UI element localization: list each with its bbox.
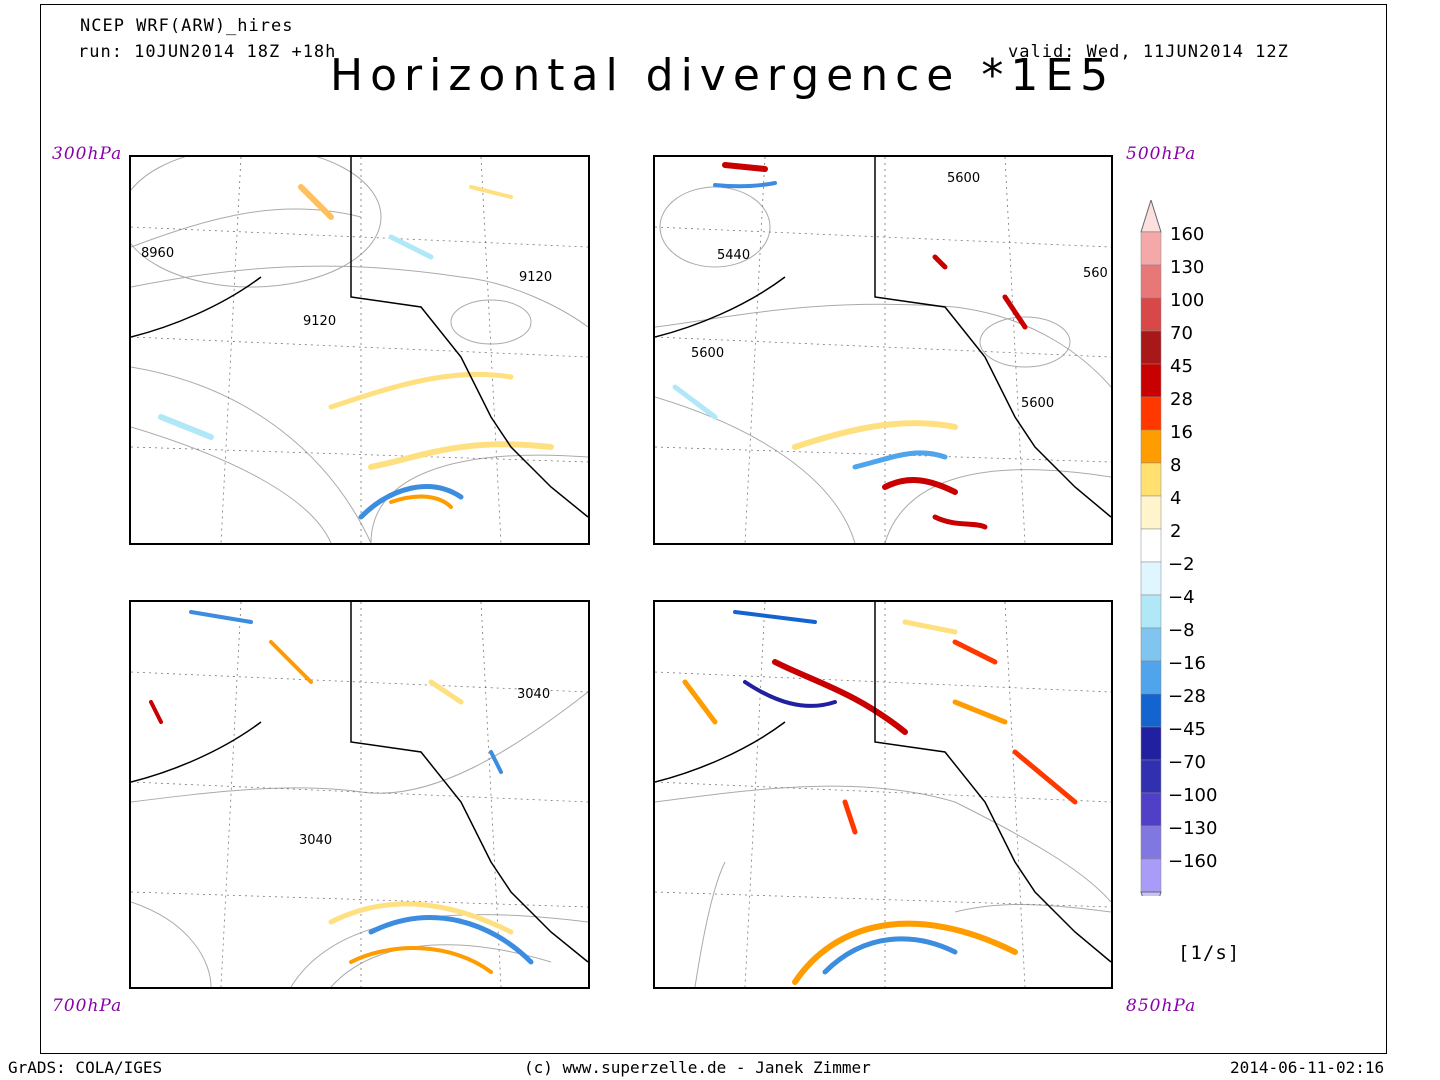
colorbar-swatch [1140, 660, 1162, 695]
model-name: NCEP WRF(ARW)_hires [80, 16, 294, 36]
footer-credit: (c) www.superzelle.de - Janek Zimmer [524, 1058, 871, 1077]
colorbar-tick-label: −130 [1168, 818, 1218, 839]
contour-label: 5600 [691, 346, 724, 361]
colorbar-swatch [1140, 858, 1162, 893]
colorbar-bottom-tip [1140, 891, 1162, 896]
contour-label: 3040 [299, 833, 332, 848]
map-850hpa [655, 602, 1111, 987]
colorbar-swatch [1140, 759, 1162, 794]
colorbar-tick-label: −160 [1168, 851, 1218, 872]
colorbar-tick-label: 2 [1170, 521, 1182, 542]
colorbar-swatch [1140, 396, 1162, 431]
colorbar-swatch [1140, 231, 1162, 266]
colorbar-tick-label: −45 [1168, 719, 1206, 740]
colorbar-tick-label: −16 [1168, 653, 1206, 674]
contour-label: 5440 [717, 248, 750, 263]
valid-time: valid: Wed, 11JUN2014 12Z [1008, 42, 1289, 62]
colorbar-tick-label: 16 [1170, 422, 1193, 443]
colorbar-swatch [1140, 594, 1162, 629]
colorbar-swatch [1140, 462, 1162, 497]
map-panel-700hpa: 3040 3040 [129, 600, 590, 989]
footer-timestamp: 2014-06-11-02:16 [1230, 1058, 1385, 1077]
colorbar-swatch [1140, 561, 1162, 596]
colorbar-swatch [1140, 528, 1162, 563]
colorbar-tick-label: −8 [1168, 620, 1195, 641]
map-300hpa: 8960 9120 9120 [131, 157, 588, 543]
colorbar [1140, 200, 1162, 896]
contour-label: 3040 [517, 687, 550, 702]
colorbar-swatch [1140, 429, 1162, 464]
level-label-700: 700hPa [52, 996, 123, 1016]
colorbar-tick-label: 160 [1170, 224, 1205, 245]
colorbar-tick-label: −4 [1168, 587, 1195, 608]
colorbar-tick-label: 130 [1170, 257, 1205, 278]
colorbar-tick-label: −100 [1168, 785, 1218, 806]
colorbar-tick-label: 4 [1170, 488, 1182, 509]
footer-software: GrADS: COLA/IGES [8, 1058, 163, 1077]
colorbar-tick-label: −70 [1168, 752, 1206, 773]
colorbar-tick-label: 100 [1170, 290, 1205, 311]
colorbar-tick-label: 70 [1170, 323, 1193, 344]
colorbar-swatch [1140, 825, 1162, 860]
colorbar-swatch [1140, 297, 1162, 332]
level-label-300: 300hPa [52, 144, 123, 164]
colorbar-units: [1/s] [1178, 942, 1241, 964]
colorbar-swatch [1140, 627, 1162, 662]
colorbar-top-tip [1140, 200, 1162, 233]
run-info: run: 10JUN2014 18Z +18h [78, 42, 337, 62]
colorbar-swatch [1140, 693, 1162, 728]
contour-label: 5600 [1021, 396, 1054, 411]
colorbar-swatch [1140, 363, 1162, 398]
colorbar-tick-label: −2 [1168, 554, 1195, 575]
colorbar-swatch [1140, 726, 1162, 761]
map-700hpa: 3040 3040 [131, 602, 588, 987]
map-panel-850hpa [653, 600, 1113, 989]
contour-label: 9120 [519, 270, 552, 285]
colorbar-swatch [1140, 330, 1162, 365]
colorbar-swatch [1140, 264, 1162, 299]
contour-label: 560 [1083, 266, 1108, 281]
map-panel-300hpa: 8960 9120 9120 [129, 155, 590, 545]
plot-title: Horizontal divergence *1E5 [330, 50, 1116, 101]
contour-label: 9120 [303, 314, 336, 329]
map-panel-500hpa: 5600 5440 560 5600 5600 [653, 155, 1113, 545]
level-label-500: 500hPa [1126, 144, 1197, 164]
colorbar-tick-label: 8 [1170, 455, 1182, 476]
map-500hpa: 5600 5440 560 5600 5600 [655, 157, 1111, 543]
colorbar-swatch [1140, 495, 1162, 530]
plot-frame [40, 4, 1387, 1054]
contour-label: 8960 [141, 246, 174, 261]
colorbar-tick-label: 28 [1170, 389, 1193, 410]
colorbar-tick-label: −28 [1168, 686, 1206, 707]
level-label-850: 850hPa [1126, 996, 1197, 1016]
colorbar-swatch [1140, 792, 1162, 827]
colorbar-tick-label: 45 [1170, 356, 1193, 377]
contour-label: 5600 [947, 171, 980, 186]
